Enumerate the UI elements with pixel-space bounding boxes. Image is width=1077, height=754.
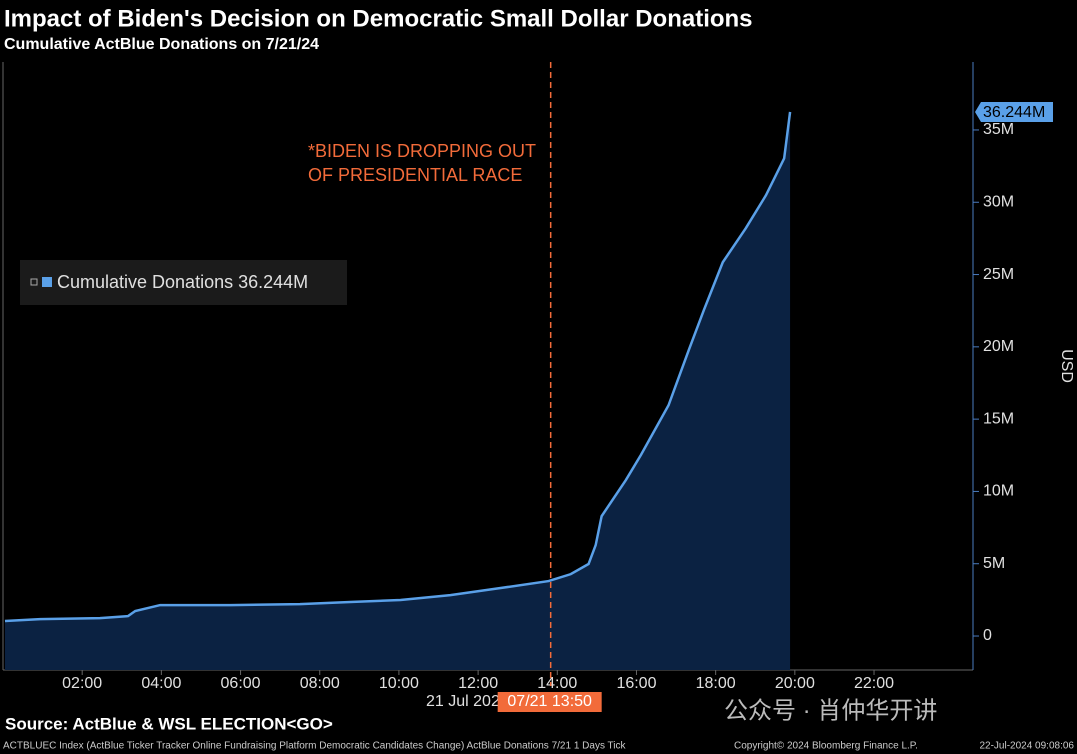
chart-title: Impact of Biden's Decision on Democratic…	[4, 5, 753, 32]
x-tick-label: 18:00	[696, 675, 736, 692]
event-time-box	[497, 692, 602, 712]
chart-subtitle: Cumulative ActBlue Donations on 7/21/24	[4, 36, 319, 53]
legend-box	[20, 260, 347, 305]
source: Source: ActBlue & WSL ELECTION<GO>	[5, 714, 333, 733]
x-tick-label: 16:00	[616, 675, 656, 692]
last-value-tag	[975, 101, 1053, 122]
y-tick-label: 25M	[983, 266, 1014, 283]
x-date-label: 21 Jul 2024	[426, 693, 509, 710]
watermark: 公众号 · 肖仲华开讲	[724, 697, 937, 724]
y-axis-label: USD	[1058, 349, 1075, 383]
event-time-label: 07/21 13:50	[507, 693, 592, 710]
legend-toggle[interactable]	[30, 278, 38, 286]
series-line	[4, 111, 792, 623]
y-tick-label: 30M	[983, 193, 1014, 210]
legend-value: 36.244M	[238, 272, 308, 292]
y-tick-label: 0	[983, 627, 992, 644]
footer-copyright: Copyright© 2024 Bloomberg Finance L.P.	[734, 741, 918, 752]
x-tick-label: 02:00	[62, 675, 102, 692]
y-tick-label: 5M	[983, 555, 1005, 572]
x-tick-label: 14:00	[537, 675, 577, 692]
legend-name: Cumulative Donations	[57, 272, 233, 292]
annotation-text: *BIDEN IS DROPPING OUT	[308, 141, 536, 161]
footer-left: ACTBLUEC Index (ActBlue Ticker Tracker O…	[3, 741, 626, 752]
legend-entry: Cumulative Donations 36.244M	[57, 272, 308, 292]
x-tick-label: 20:00	[775, 675, 815, 692]
x-tick-label: 10:00	[379, 675, 419, 692]
x-tick-label: 08:00	[300, 675, 340, 692]
y-tick-label: 20M	[983, 338, 1014, 355]
last-value-label: 36.244M	[983, 104, 1045, 121]
y-tick-label: 10M	[983, 483, 1014, 500]
annotation-text: OF PRESIDENTIAL RACE	[308, 165, 522, 185]
legend-swatch	[42, 277, 52, 287]
area-fill	[4, 111, 791, 671]
x-tick-label: 04:00	[141, 675, 181, 692]
x-tick-label: 22:00	[854, 675, 894, 692]
y-tick-label: 35M	[983, 121, 1014, 138]
x-tick-label: 12:00	[458, 675, 498, 692]
y-tick-label: 15M	[983, 410, 1014, 427]
footer-timestamp: 22-Jul-2024 09:08:06	[979, 741, 1074, 752]
x-tick-label: 06:00	[221, 675, 261, 692]
